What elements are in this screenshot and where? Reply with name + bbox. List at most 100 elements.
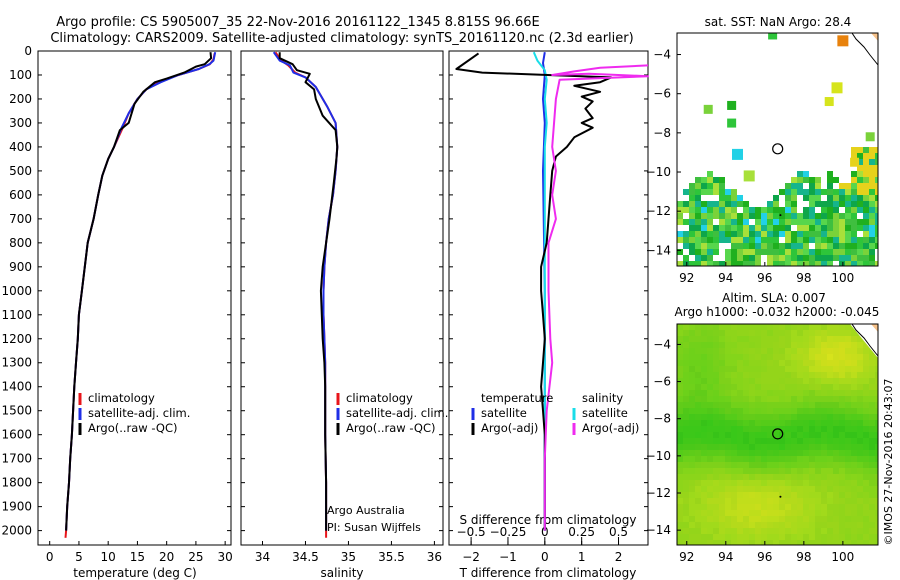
map-cell — [767, 213, 773, 219]
map-cell — [761, 426, 767, 432]
map-cell — [713, 183, 719, 189]
series-line-black — [455, 52, 613, 531]
map-cell — [797, 243, 803, 249]
map-cell — [869, 534, 875, 540]
map-cell — [707, 372, 713, 378]
map-cell — [827, 390, 833, 396]
map-cell — [737, 237, 743, 243]
map-cell — [863, 456, 869, 462]
map-cell — [845, 468, 851, 474]
map-cell — [875, 504, 878, 510]
map-cell — [683, 444, 689, 450]
map-cell — [677, 219, 683, 225]
map-cell — [809, 480, 815, 486]
map-cell — [851, 372, 857, 378]
map-cell — [761, 540, 767, 545]
x-tick-label: 0 — [46, 550, 54, 564]
map-cell — [695, 498, 701, 504]
map-cell — [695, 462, 701, 468]
map-cell — [689, 414, 695, 420]
map-cell — [755, 486, 761, 492]
map-cell — [743, 249, 749, 255]
map-cell — [803, 534, 809, 540]
map-cell — [677, 462, 683, 468]
map-cell — [833, 348, 839, 354]
map-cell — [827, 540, 833, 545]
map-cell — [857, 408, 863, 414]
map-cell — [683, 408, 689, 414]
map-cell — [797, 330, 803, 336]
map-cell — [815, 219, 821, 225]
map-cell — [821, 384, 827, 390]
map-cell — [833, 366, 839, 372]
map-cell — [761, 522, 767, 528]
map-cell — [767, 438, 773, 444]
map-patch — [731, 148, 743, 160]
map-cell — [707, 384, 713, 390]
map-cell — [851, 378, 857, 384]
map-cell — [851, 402, 857, 408]
map-cell — [833, 372, 839, 378]
map-cell — [725, 540, 731, 545]
map-cell — [803, 540, 809, 545]
y-tick-label: 1600 — [1, 428, 32, 442]
map-cell — [683, 189, 689, 195]
map-cell — [827, 195, 833, 201]
map-cell — [689, 330, 695, 336]
map-cell — [797, 420, 803, 426]
map-cell — [731, 486, 737, 492]
map-cell — [767, 360, 773, 366]
map-cell — [689, 450, 695, 456]
map-cell — [875, 534, 878, 540]
map-cell — [731, 432, 737, 438]
map-cell — [761, 462, 767, 468]
map-cell — [677, 528, 683, 534]
map-cell — [677, 213, 683, 219]
map-cell — [863, 426, 869, 432]
map-cell — [743, 480, 749, 486]
map-cell — [815, 540, 821, 545]
map-cell — [713, 480, 719, 486]
map-cell — [875, 462, 878, 468]
map-cell — [743, 402, 749, 408]
map-cell — [761, 504, 767, 510]
map-y-tick-label: −6 — [653, 375, 671, 389]
map-cell — [695, 372, 701, 378]
x-tick-label: −1 — [499, 550, 517, 564]
map-cell — [875, 540, 878, 545]
map-patch — [768, 33, 778, 40]
map-cell — [773, 324, 779, 330]
map-cell — [719, 516, 725, 522]
map-cell — [815, 372, 821, 378]
map-cell — [773, 414, 779, 420]
map-cell — [695, 189, 701, 195]
map-cell — [845, 255, 851, 261]
map-cell — [809, 540, 815, 545]
map-cell — [701, 336, 707, 342]
salinity-panel: salinity Argo Australia PI: Susan Wijffe… — [240, 50, 448, 580]
map-cell — [725, 516, 731, 522]
map-cell — [731, 522, 737, 528]
map-cell — [785, 336, 791, 342]
map-cell — [737, 378, 743, 384]
map-cell — [779, 390, 785, 396]
map-cell — [857, 255, 863, 261]
map-cell — [791, 378, 797, 384]
map-cell — [791, 177, 797, 183]
map-cell — [821, 354, 827, 360]
map-cell — [797, 528, 803, 534]
map-y-tick-label: −8 — [653, 126, 671, 140]
map-cell — [707, 444, 713, 450]
map-cell — [713, 510, 719, 516]
map-cell — [815, 390, 821, 396]
map-cell — [695, 237, 701, 243]
map-cell — [719, 195, 725, 201]
map-cell — [689, 492, 695, 498]
map-cell — [797, 342, 803, 348]
map-cell — [803, 237, 809, 243]
map-cell — [863, 432, 869, 438]
map-cell — [689, 243, 695, 249]
map-cell — [827, 177, 833, 183]
map-cell — [863, 189, 869, 195]
map-cell — [677, 249, 683, 255]
